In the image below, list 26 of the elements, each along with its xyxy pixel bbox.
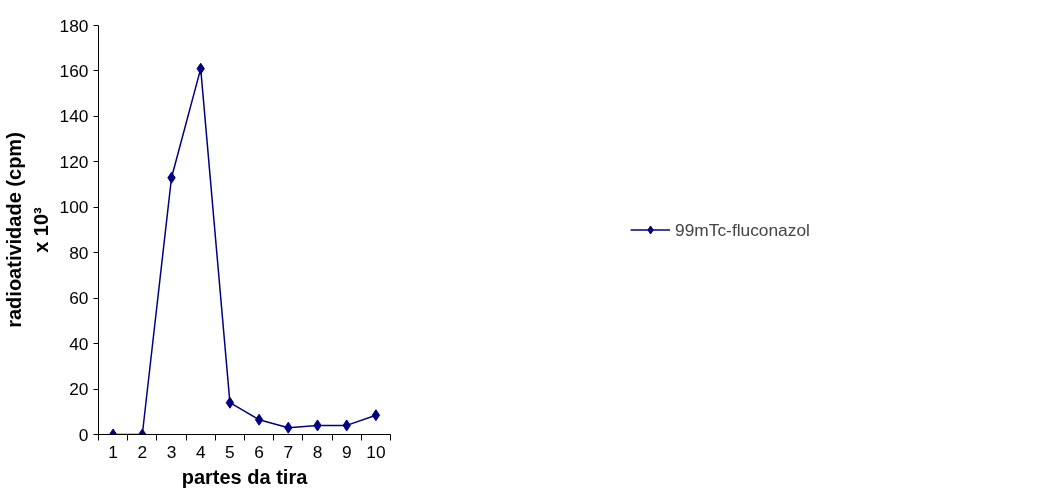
y-tick-label: 120: [59, 151, 89, 172]
x-tick-label: 1: [108, 441, 118, 462]
y-axis-title: radioatividade (cpm) x 10³: [3, 132, 52, 328]
point: [371, 409, 381, 422]
y-tick-label: 160: [59, 60, 89, 81]
y-tick-label: 80: [69, 242, 89, 263]
y-tick-label: 100: [59, 197, 89, 218]
x-tick-label: 6: [254, 441, 264, 462]
x-tick-label: 9: [341, 441, 352, 462]
x-tick-label: 2: [137, 441, 148, 462]
y-tick-label: 180: [59, 15, 89, 36]
x-tick-label: 7: [283, 441, 294, 462]
legend-label: 99mTc-fluconazol: [675, 219, 810, 240]
y-tick-label: 40: [69, 333, 89, 354]
y-tick-label: 140: [59, 106, 89, 127]
y-tick-label: 20: [69, 379, 89, 400]
x-axis-title: partes da tira: [181, 465, 309, 488]
x-tick-label: 4: [195, 441, 206, 462]
x-tick-label: 10: [366, 441, 386, 462]
x-tick-label: 8: [312, 441, 323, 462]
point: [254, 413, 264, 426]
y-tick-label: 60: [69, 288, 89, 309]
x-tick-label: 5: [225, 441, 235, 462]
point: [225, 396, 235, 409]
x-tick-label: 3: [166, 441, 177, 462]
y-tick-label: 0: [78, 424, 89, 445]
